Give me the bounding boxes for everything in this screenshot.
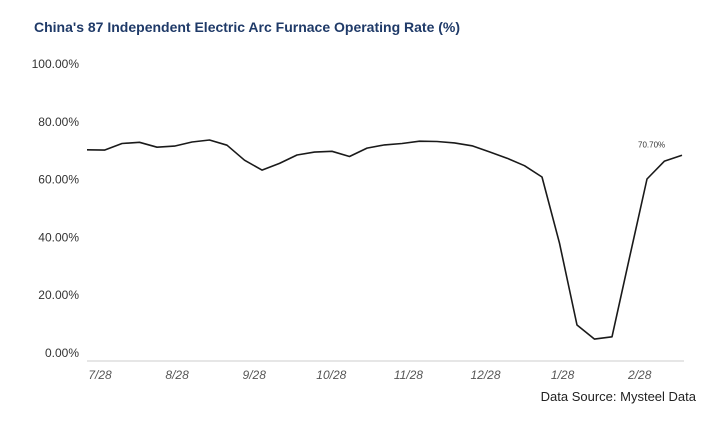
- data-source-label: Data Source: Mysteel Data: [540, 389, 696, 404]
- y-tick-label: 100.00%: [32, 57, 80, 71]
- x-tick-label: 11/28: [394, 368, 423, 382]
- y-tick-label: 40.00%: [38, 230, 79, 244]
- x-tick-label: 7/28: [88, 368, 112, 382]
- x-tick-label: 10/28: [316, 368, 346, 382]
- y-tick-label: 20.00%: [38, 288, 79, 302]
- x-tick-label: 8/28: [165, 368, 189, 382]
- series-group: [86, 139, 683, 340]
- x-axis: 7/28 8/28 9/28 10/28 11/28 12/28 1/28 2/28: [88, 368, 651, 382]
- x-tick-label: 9/28: [243, 368, 267, 382]
- chart-title: China's 87 Independent Electric Arc Furn…: [34, 19, 461, 35]
- y-tick-label: 60.00%: [38, 173, 79, 187]
- x-tick-label: 12/28: [470, 368, 500, 382]
- y-tick-label: 0.00%: [45, 346, 79, 360]
- data-label: 70.70%: [638, 141, 665, 150]
- y-tick-label: 80.00%: [38, 115, 79, 129]
- series-line: [86, 139, 683, 340]
- y-axis: 0.00% 20.00% 40.00% 60.00% 80.00% 100.00%: [32, 57, 80, 360]
- x-tick-label: 1/28: [551, 368, 575, 382]
- x-tick-label: 2/28: [627, 368, 652, 382]
- annotations: 70.70%: [638, 141, 665, 150]
